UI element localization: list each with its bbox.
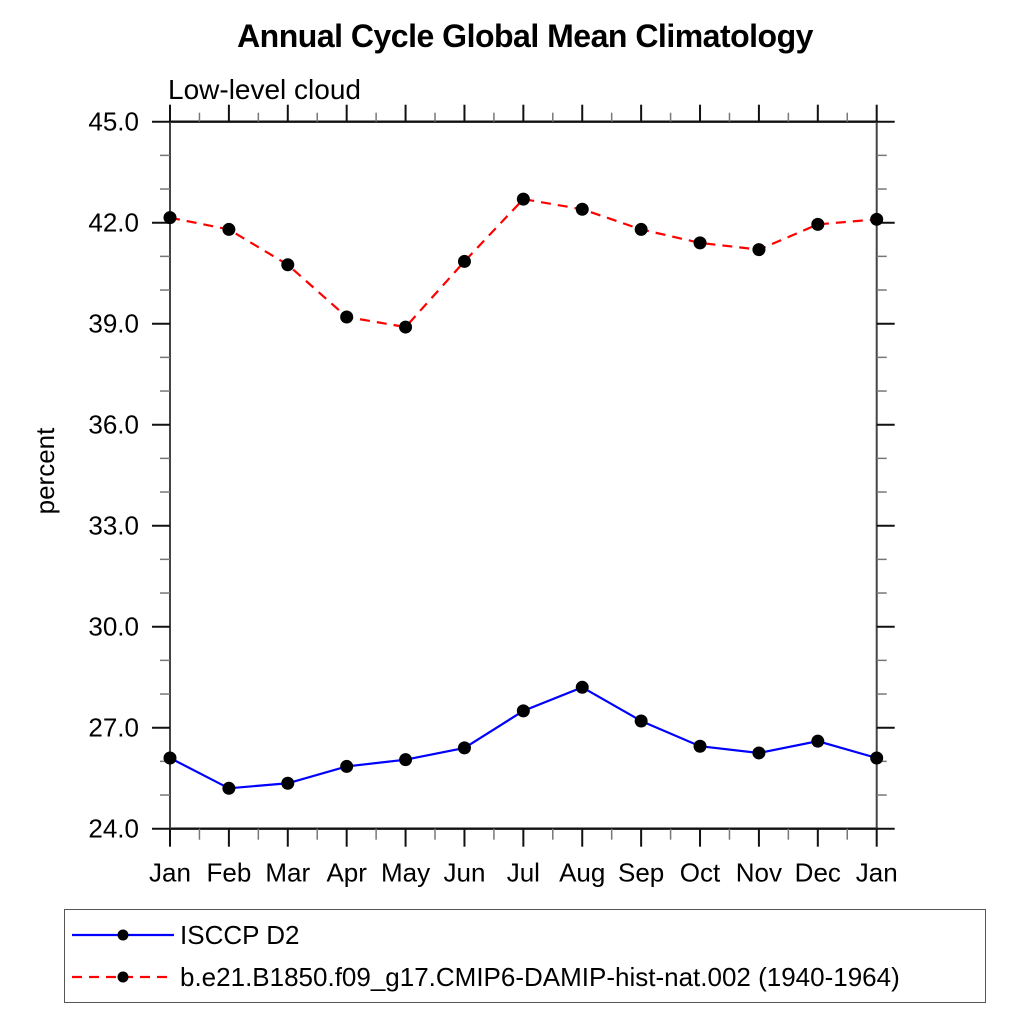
data-point-marker bbox=[340, 759, 354, 773]
data-point-marker bbox=[811, 734, 825, 748]
y-tick-label: 36.0 bbox=[88, 410, 139, 440]
x-tick-label: Jan bbox=[149, 858, 191, 888]
data-point-marker bbox=[870, 212, 884, 226]
data-point-marker bbox=[399, 753, 413, 767]
x-tick-label: Mar bbox=[265, 858, 310, 888]
series-layer bbox=[163, 192, 884, 795]
y-tick-label: 45.0 bbox=[88, 107, 139, 137]
data-point-marker bbox=[457, 254, 471, 268]
series-line-0 bbox=[169, 686, 878, 790]
data-point-marker bbox=[752, 243, 766, 257]
data-point-marker bbox=[222, 222, 236, 236]
data-point-marker bbox=[811, 217, 825, 231]
x-tick-label: Feb bbox=[206, 858, 251, 888]
data-point-marker bbox=[399, 320, 413, 334]
x-tick-label: Jan bbox=[856, 858, 898, 888]
y-tick-label: 30.0 bbox=[88, 612, 139, 642]
data-point-marker bbox=[281, 776, 295, 790]
legend-item-model-run: b.e21.B1850.f09_g17.CMIP6-DAMIP-hist-nat… bbox=[71, 956, 985, 998]
data-point-marker bbox=[516, 704, 530, 718]
y-tick-label: 24.0 bbox=[88, 814, 139, 844]
data-point-marker bbox=[575, 680, 589, 694]
legend-dashed-line-icon bbox=[72, 971, 174, 983]
data-point-marker bbox=[163, 211, 177, 225]
chart-subtitle: Low-level cloud bbox=[168, 74, 361, 105]
x-tick-label: Nov bbox=[736, 858, 782, 888]
series-line-1 bbox=[169, 197, 877, 329]
data-point-marker bbox=[516, 192, 530, 206]
y-tick-label: 42.0 bbox=[88, 208, 139, 238]
x-tick-label: Sep bbox=[618, 858, 664, 888]
data-point-marker bbox=[281, 258, 295, 272]
x-tick-label: May bbox=[381, 858, 430, 888]
legend-item-isccp-d2: ISCCP D2 bbox=[71, 914, 985, 956]
data-point-marker bbox=[752, 746, 766, 760]
legend-label-isccp-d2: ISCCP D2 bbox=[180, 919, 300, 950]
x-tick-label: Jun bbox=[443, 858, 485, 888]
data-point-marker bbox=[222, 781, 236, 795]
data-point-marker bbox=[457, 741, 471, 755]
x-tick-label: Oct bbox=[680, 858, 721, 888]
data-point-marker bbox=[634, 714, 648, 728]
y-tick-label: 27.0 bbox=[88, 713, 139, 743]
data-point-marker bbox=[163, 751, 177, 765]
x-tick-label: Dec bbox=[795, 858, 841, 888]
legend-box: ISCCP D2 b.e21.B1850.f09_g17.CMIP6-DAMIP… bbox=[64, 909, 986, 1003]
y-axis-title: percent bbox=[30, 427, 60, 514]
data-point-marker bbox=[575, 202, 589, 216]
tick-label-layer: 24.0 27.0 30.0 33.0 36.0 39.0 42.0 45.0 Jan Feb Ma… bbox=[88, 107, 897, 888]
data-point-marker bbox=[870, 751, 884, 765]
chart-title: Annual Cycle Global Mean Climatology bbox=[237, 18, 813, 54]
y-tick-label: 33.0 bbox=[88, 511, 139, 541]
data-point-marker bbox=[634, 222, 648, 236]
y-tick-label: 39.0 bbox=[88, 309, 139, 339]
axes-layer bbox=[152, 104, 895, 847]
data-point-marker bbox=[340, 310, 354, 324]
x-tick-label: Jul bbox=[507, 858, 540, 888]
x-tick-label: Apr bbox=[326, 858, 367, 888]
legend-solid-line-icon bbox=[72, 929, 174, 941]
legend-label-model-run: b.e21.B1850.f09_g17.CMIP6-DAMIP-hist-nat… bbox=[180, 961, 900, 992]
data-point-marker bbox=[693, 236, 707, 250]
data-point-marker bbox=[693, 739, 707, 753]
x-tick-label: Aug bbox=[559, 858, 605, 888]
